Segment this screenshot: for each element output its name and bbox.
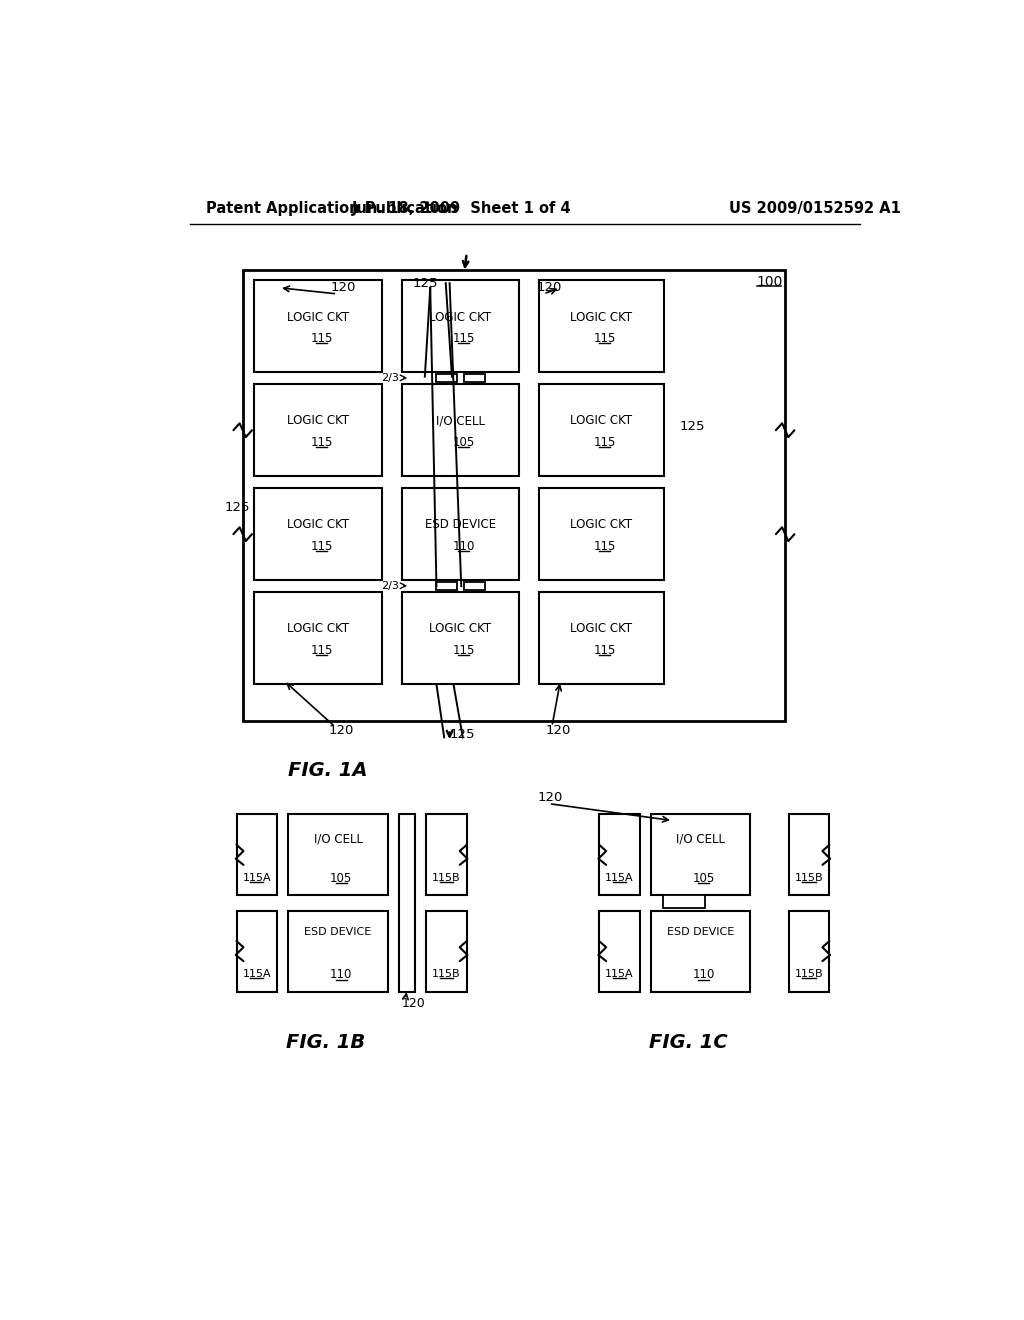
Bar — [401, 384, 519, 477]
Text: 120: 120 — [538, 791, 563, 804]
Bar — [426, 911, 467, 991]
Bar — [426, 814, 467, 895]
Bar — [254, 591, 382, 684]
Bar — [435, 582, 457, 590]
Bar — [289, 814, 388, 895]
Bar — [435, 374, 457, 383]
Bar — [254, 488, 382, 581]
Bar — [651, 814, 751, 895]
Bar — [399, 814, 415, 991]
Text: LOGIC CKT: LOGIC CKT — [287, 519, 349, 532]
Text: 115B: 115B — [795, 969, 823, 979]
Text: 110: 110 — [692, 968, 715, 981]
Text: 115: 115 — [594, 333, 615, 345]
Bar — [539, 488, 665, 581]
Text: 105: 105 — [453, 436, 475, 449]
Bar — [599, 814, 640, 895]
Bar — [539, 384, 665, 477]
Text: LOGIC CKT: LOGIC CKT — [287, 310, 349, 323]
Text: 125: 125 — [451, 727, 475, 741]
Text: 115: 115 — [310, 644, 333, 657]
Bar — [237, 814, 276, 895]
Bar — [663, 895, 706, 908]
Text: 110: 110 — [453, 540, 475, 553]
Text: I/O CELL: I/O CELL — [436, 414, 485, 428]
Text: LOGIC CKT: LOGIC CKT — [429, 622, 492, 635]
Bar — [401, 591, 519, 684]
Bar — [289, 911, 388, 991]
Text: 115A: 115A — [243, 969, 271, 979]
Text: LOGIC CKT: LOGIC CKT — [570, 414, 633, 428]
Bar — [254, 384, 382, 477]
Text: 120: 120 — [329, 723, 354, 737]
Bar — [539, 591, 665, 684]
Text: 115: 115 — [453, 333, 475, 345]
Text: LOGIC CKT: LOGIC CKT — [287, 414, 349, 428]
Text: 115: 115 — [594, 436, 615, 449]
Text: I/O CELL: I/O CELL — [676, 833, 725, 846]
Text: 115: 115 — [594, 540, 615, 553]
Text: 115A: 115A — [243, 873, 271, 883]
Bar — [237, 911, 276, 991]
Text: Patent Application Publication: Patent Application Publication — [206, 201, 457, 216]
Bar — [254, 280, 382, 372]
Text: LOGIC CKT: LOGIC CKT — [287, 622, 349, 635]
Text: 105: 105 — [330, 871, 352, 884]
Text: 115A: 115A — [605, 873, 634, 883]
Text: 125: 125 — [680, 420, 706, 433]
Text: LOGIC CKT: LOGIC CKT — [570, 519, 633, 532]
Bar — [651, 911, 751, 991]
Text: 115B: 115B — [432, 873, 461, 883]
Bar — [243, 271, 785, 721]
Text: 115: 115 — [310, 333, 333, 345]
Text: US 2009/0152592 A1: US 2009/0152592 A1 — [729, 201, 900, 216]
Text: Jun. 18, 2009  Sheet 1 of 4: Jun. 18, 2009 Sheet 1 of 4 — [351, 201, 571, 216]
Text: LOGIC CKT: LOGIC CKT — [570, 310, 633, 323]
Text: LOGIC CKT: LOGIC CKT — [429, 310, 492, 323]
Bar — [599, 911, 640, 991]
Text: FIG. 1C: FIG. 1C — [649, 1032, 728, 1052]
Text: 125: 125 — [224, 500, 250, 513]
Text: 120: 120 — [546, 723, 570, 737]
Text: FIG. 1B: FIG. 1B — [286, 1032, 366, 1052]
Text: LOGIC CKT: LOGIC CKT — [570, 622, 633, 635]
Text: 115: 115 — [594, 644, 615, 657]
Bar — [790, 814, 829, 895]
Text: 115B: 115B — [432, 969, 461, 979]
Text: 100: 100 — [757, 275, 783, 289]
Text: ESD DEVICE: ESD DEVICE — [667, 927, 734, 937]
Text: I/O CELL: I/O CELL — [313, 833, 362, 846]
Bar — [790, 911, 829, 991]
Bar — [401, 488, 519, 581]
Bar — [401, 280, 519, 372]
Bar — [464, 582, 485, 590]
Text: 110: 110 — [330, 968, 352, 981]
Text: 115: 115 — [310, 540, 333, 553]
Text: 2/3: 2/3 — [381, 372, 399, 383]
Text: 2/3: 2/3 — [381, 581, 399, 591]
Text: 115: 115 — [310, 436, 333, 449]
Text: 120: 120 — [331, 281, 356, 294]
Text: FIG. 1A: FIG. 1A — [288, 762, 368, 780]
Bar — [464, 374, 485, 383]
Text: 115A: 115A — [605, 969, 634, 979]
Text: 120: 120 — [401, 998, 425, 1010]
Text: 120: 120 — [537, 281, 561, 294]
Text: ESD DEVICE: ESD DEVICE — [304, 927, 372, 937]
Text: 125: 125 — [412, 277, 437, 289]
Text: 115: 115 — [453, 644, 475, 657]
Bar — [539, 280, 665, 372]
Text: 105: 105 — [692, 871, 715, 884]
Text: 115B: 115B — [795, 873, 823, 883]
Text: ESD DEVICE: ESD DEVICE — [425, 519, 496, 532]
